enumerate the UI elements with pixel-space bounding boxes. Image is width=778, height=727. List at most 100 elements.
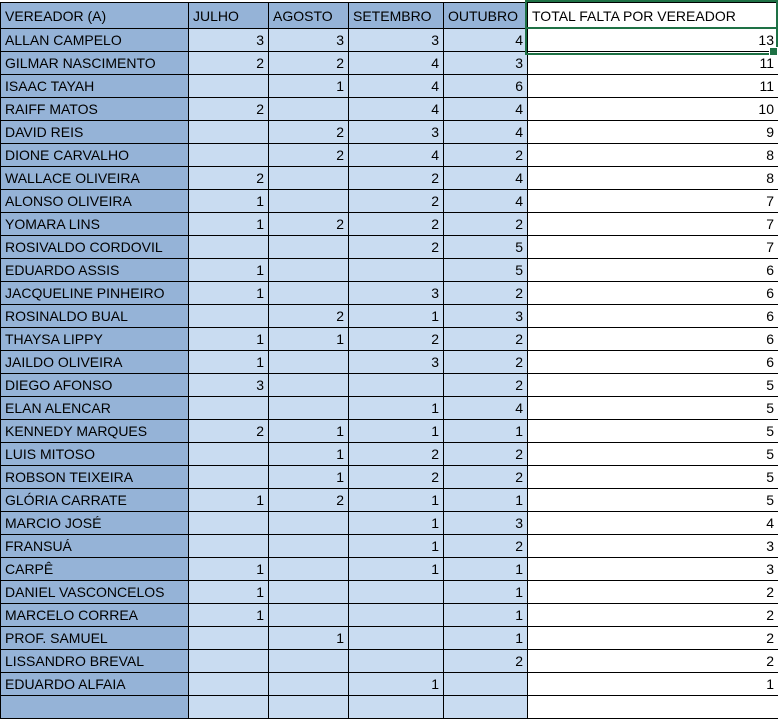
cell-outubro[interactable]: 6: [443, 74, 528, 98]
cell-agosto[interactable]: [268, 373, 349, 397]
cell-outubro[interactable]: 2: [443, 281, 528, 305]
cell-outubro[interactable]: 1: [443, 626, 528, 650]
cell-setembro[interactable]: 4: [348, 143, 444, 167]
cell-outubro[interactable]: 3: [443, 51, 528, 75]
cell-outubro[interactable]: 4: [443, 97, 528, 121]
cell-total[interactable]: 5: [527, 396, 778, 420]
cell-julho[interactable]: 1: [188, 350, 269, 374]
cell-vereador[interactable]: YOMARA LINS: [0, 212, 189, 236]
cell-vereador[interactable]: ROSIVALDO CORDOVIL: [0, 235, 189, 259]
cell-outubro[interactable]: 2: [443, 534, 528, 558]
cell-vereador[interactable]: JAILDO OLIVEIRA: [0, 350, 189, 374]
cell-setembro[interactable]: 2: [348, 442, 444, 466]
cell-setembro[interactable]: 2: [348, 235, 444, 259]
cell-vereador[interactable]: CARPÊ: [0, 557, 189, 581]
cell-total[interactable]: 7: [527, 189, 778, 213]
cell-agosto[interactable]: 2: [268, 212, 349, 236]
cell-setembro[interactable]: [348, 258, 444, 282]
cell-total[interactable]: 8: [527, 143, 778, 167]
cell-julho[interactable]: [188, 511, 269, 535]
cell-total[interactable]: 2: [527, 626, 778, 650]
cell-total[interactable]: 2: [527, 580, 778, 604]
cell-total[interactable]: 7: [527, 235, 778, 259]
cell-outubro[interactable]: 3: [443, 304, 528, 328]
cell-total[interactable]: 6: [527, 327, 778, 351]
column-header-setembro[interactable]: SETEMBRO: [348, 2, 444, 29]
cell-total[interactable]: 5: [527, 419, 778, 443]
cell-total[interactable]: 9: [527, 120, 778, 144]
cell-agosto[interactable]: [268, 695, 349, 719]
cell-agosto[interactable]: [268, 557, 349, 581]
cell-outubro[interactable]: 2: [443, 327, 528, 351]
cell-outubro[interactable]: 4: [443, 189, 528, 213]
cell-setembro[interactable]: 2: [348, 166, 444, 190]
cell-outubro[interactable]: 4: [443, 120, 528, 144]
cell-julho[interactable]: 1: [188, 580, 269, 604]
cell-outubro[interactable]: 1: [443, 580, 528, 604]
cell-agosto[interactable]: 1: [268, 327, 349, 351]
cell-julho[interactable]: 3: [188, 373, 269, 397]
cell-agosto[interactable]: 2: [268, 120, 349, 144]
cell-vereador[interactable]: EDUARDO ALFAIA: [0, 672, 189, 696]
cell-setembro[interactable]: 1: [348, 488, 444, 512]
cell-outubro[interactable]: 1: [443, 603, 528, 627]
cell-setembro[interactable]: 2: [348, 189, 444, 213]
cell-julho[interactable]: [188, 695, 269, 719]
column-header-julho[interactable]: JULHO: [188, 2, 269, 29]
cell-total[interactable]: 11: [527, 51, 778, 75]
cell-agosto[interactable]: [268, 281, 349, 305]
cell-vereador[interactable]: DAVID REIS: [0, 120, 189, 144]
cell-vereador[interactable]: LISSANDRO BREVAL: [0, 649, 189, 673]
cell-total[interactable]: 6: [527, 350, 778, 374]
cell-julho[interactable]: [188, 74, 269, 98]
cell-total[interactable]: 11: [527, 74, 778, 98]
column-header-outubro[interactable]: OUTUBRO: [443, 2, 528, 29]
cell-total[interactable]: 6: [527, 281, 778, 305]
cell-total[interactable]: 5: [527, 442, 778, 466]
cell-agosto[interactable]: 1: [268, 74, 349, 98]
column-header-vereador[interactable]: VEREADOR (A): [0, 2, 189, 29]
cell-vereador[interactable]: DANIEL VASCONCELOS: [0, 580, 189, 604]
cell-vereador[interactable]: [0, 695, 189, 719]
cell-agosto[interactable]: 3: [268, 28, 349, 52]
cell-outubro[interactable]: 4: [443, 396, 528, 420]
cell-julho[interactable]: [188, 442, 269, 466]
cell-agosto[interactable]: [268, 97, 349, 121]
cell-julho[interactable]: 2: [188, 419, 269, 443]
cell-total[interactable]: 10: [527, 97, 778, 121]
cell-total[interactable]: 7: [527, 212, 778, 236]
cell-agosto[interactable]: 1: [268, 419, 349, 443]
cell-julho[interactable]: 1: [188, 212, 269, 236]
cell-vereador[interactable]: JACQUELINE PINHEIRO: [0, 281, 189, 305]
cell-agosto[interactable]: 2: [268, 304, 349, 328]
cell-total[interactable]: 13: [527, 28, 778, 52]
cell-setembro[interactable]: 2: [348, 327, 444, 351]
cell-julho[interactable]: 1: [188, 281, 269, 305]
cell-vereador[interactable]: EDUARDO ASSIS: [0, 258, 189, 282]
cell-vereador[interactable]: ROSINALDO BUAL: [0, 304, 189, 328]
cell-total[interactable]: 5: [527, 488, 778, 512]
cell-agosto[interactable]: [268, 396, 349, 420]
cell-vereador[interactable]: THAYSA LIPPY: [0, 327, 189, 351]
cell-julho[interactable]: [188, 143, 269, 167]
cell-vereador[interactable]: ELAN ALENCAR: [0, 396, 189, 420]
cell-setembro[interactable]: 1: [348, 534, 444, 558]
cell-setembro[interactable]: 1: [348, 557, 444, 581]
cell-agosto[interactable]: 1: [268, 465, 349, 489]
cell-outubro[interactable]: 2: [443, 143, 528, 167]
cell-outubro[interactable]: 4: [443, 166, 528, 190]
cell-outubro[interactable]: [443, 695, 528, 719]
cell-agosto[interactable]: [268, 649, 349, 673]
column-header-total[interactable]: TOTAL FALTA POR VEREADOR: [527, 2, 778, 29]
cell-total[interactable]: 1: [527, 672, 778, 696]
cell-outubro[interactable]: 2: [443, 373, 528, 397]
cell-julho[interactable]: [188, 235, 269, 259]
cell-outubro[interactable]: 2: [443, 649, 528, 673]
cell-outubro[interactable]: [443, 672, 528, 696]
cell-setembro[interactable]: 4: [348, 74, 444, 98]
cell-total[interactable]: [527, 695, 778, 719]
cell-setembro[interactable]: 1: [348, 419, 444, 443]
cell-vereador[interactable]: PROF. SAMUEL: [0, 626, 189, 650]
cell-julho[interactable]: [188, 304, 269, 328]
cell-setembro[interactable]: 3: [348, 120, 444, 144]
